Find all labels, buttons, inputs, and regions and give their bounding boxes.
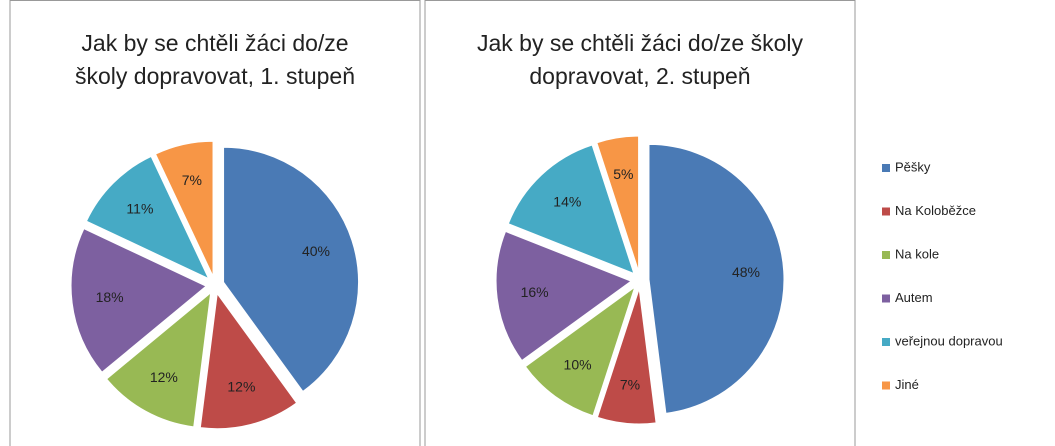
pie-slice: [223, 146, 359, 393]
pie-slice: [70, 227, 207, 373]
legend-label: Pěšky: [895, 159, 931, 174]
pie-slice: [648, 143, 785, 414]
legend-label: Na Koloběžce: [895, 203, 976, 218]
pie-slice: [495, 230, 633, 362]
data-label: 12%: [227, 379, 255, 395]
legend-swatch: [882, 207, 890, 216]
legend-label: veřejnou dopravou: [895, 333, 1003, 348]
chart-title: Jak by se chtěli žáci do/ze školy: [477, 30, 803, 56]
chart-title: školy dopravovat, 1. stupeň: [75, 63, 355, 89]
legend-label: Autem: [895, 290, 933, 305]
pie-slice: [524, 285, 636, 417]
data-label: 18%: [96, 289, 124, 305]
pie-slice: [596, 288, 657, 425]
chart-title: dopravovat, 2. stupeň: [529, 63, 750, 89]
legend-label: Na kole: [895, 246, 939, 261]
pie-slice: [85, 155, 210, 280]
pie-slice: [154, 140, 214, 277]
pie-slice: [596, 135, 640, 272]
data-label: 10%: [564, 357, 592, 373]
legend-swatch: [882, 294, 890, 303]
legend-swatch: [882, 164, 890, 172]
legend-label: Jiné: [895, 377, 919, 392]
data-label: 5%: [613, 166, 633, 182]
data-label: 40%: [302, 243, 330, 259]
pie-slice: [199, 292, 298, 430]
legend-swatch: [882, 338, 890, 346]
data-label: 12%: [150, 369, 178, 385]
chart-title: Jak by se chtěli žáci do/ze: [81, 30, 348, 56]
data-label: 7%: [620, 376, 640, 392]
data-label: 14%: [553, 193, 581, 209]
pie-slice: [105, 291, 212, 428]
data-label: 7%: [182, 172, 202, 188]
pie-slice: [507, 144, 635, 275]
data-label: 16%: [521, 284, 549, 300]
data-label: 11%: [126, 201, 153, 217]
data-label: 48%: [732, 264, 760, 280]
legend-swatch: [882, 381, 890, 390]
legend-swatch: [882, 251, 890, 259]
